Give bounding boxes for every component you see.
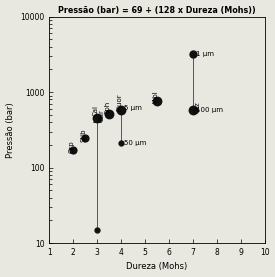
Text: Orp: Orp (69, 141, 75, 153)
Point (155, 98, 159, 103)
Text: 1 μm: 1 μm (196, 51, 214, 57)
Point (191, 108, 195, 112)
Point (119, 108, 123, 112)
Point (71, 148, 75, 152)
Text: Wol: Wol (153, 90, 159, 103)
Text: 50 μm: 50 μm (124, 140, 146, 146)
X-axis label: Dureza (Mohs): Dureza (Mohs) (126, 262, 188, 271)
Text: 5 μm: 5 μm (124, 105, 142, 111)
Text: Stib: Stib (81, 128, 87, 142)
Title: Pressão (bar) = 69 + (128 x Dureza (Mohs)): Pressão (bar) = 69 + (128 x Dureza (Mohs… (58, 6, 256, 15)
Text: Cal: Cal (93, 104, 99, 116)
Point (83, 136, 87, 140)
Text: Fluor: Fluor (117, 93, 123, 111)
Point (95, 116, 99, 120)
Text: Bar: Bar (99, 109, 105, 120)
Y-axis label: Pressão (bar): Pressão (bar) (6, 102, 15, 158)
Text: 100 μm: 100 μm (196, 107, 223, 113)
Text: Sph: Sph (105, 101, 111, 114)
Point (107, 112, 111, 116)
Text: Qtz: Qtz (194, 101, 200, 113)
Point (95, 116, 99, 120)
